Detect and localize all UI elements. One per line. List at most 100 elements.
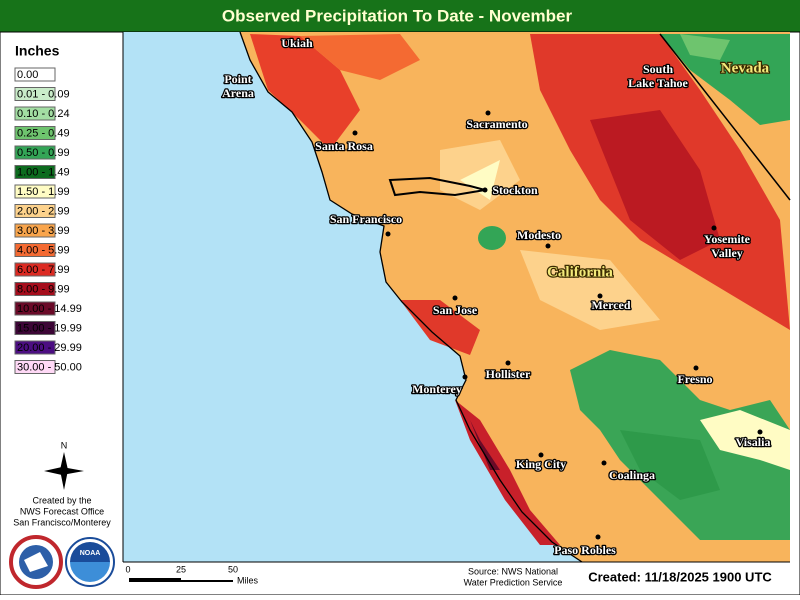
city-label: Sacramento <box>466 117 527 131</box>
legend-swatch <box>14 126 56 140</box>
city-dot <box>693 365 699 371</box>
legend-label: 0.01 - 0.09 <box>17 88 70 100</box>
city-label: Arena <box>222 86 254 100</box>
city-dot <box>601 460 607 466</box>
city-dot <box>352 130 358 136</box>
title: Observed Precipitation To Date - Novembe… <box>222 6 573 25</box>
state-label: California <box>547 264 613 280</box>
legend-swatch <box>14 165 56 179</box>
compass: N <box>44 440 84 490</box>
legend-label: 4.00 - 5.99 <box>17 244 70 256</box>
legend-swatch <box>14 301 56 316</box>
noaa-logo: NOAA <box>65 537 115 587</box>
city-dot <box>505 360 511 366</box>
state-border <box>659 33 791 201</box>
precip-area <box>680 34 730 60</box>
scale-label: 25 <box>176 564 186 574</box>
city-label: Paso Robles <box>554 543 616 557</box>
legend-label: 1.50 - 1.99 <box>17 186 70 198</box>
scale-bar: 0 25 50 Miles <box>125 564 258 585</box>
legend-swatch <box>14 145 56 160</box>
legend-title: Inches <box>15 43 60 59</box>
city-label: San Francisco <box>330 212 402 226</box>
city-label: Monterey <box>412 382 462 396</box>
legend-label: 6.00 - 7.99 <box>17 264 70 276</box>
legend-label: 0.50 - 0.99 <box>17 147 70 159</box>
legend-label: 0.25 - 0.49 <box>17 127 70 139</box>
city-label: Fresno <box>677 372 712 386</box>
precip-area <box>400 300 480 355</box>
legend-label: 0.10 - 0.24 <box>17 108 70 120</box>
city-dot <box>757 429 763 435</box>
city-label: Modesto <box>517 228 561 242</box>
credit-line: San Francisco/Monterey <box>13 517 111 527</box>
legend-label: 1.00 - 1.49 <box>17 166 70 178</box>
legend-swatch <box>14 321 56 335</box>
legend-swatch <box>14 184 56 199</box>
city-dot <box>485 110 491 116</box>
precip-area <box>620 430 720 500</box>
legend-swatch <box>14 340 56 355</box>
bay-delta <box>388 176 486 197</box>
legend-label: 3.00 - 3.99 <box>17 225 70 237</box>
city-dot <box>545 243 551 249</box>
precip-area <box>455 400 560 545</box>
coastline <box>239 31 583 563</box>
city-dot <box>385 231 391 237</box>
city-label: Lake Tahoe <box>628 76 688 90</box>
city-label: Visalia <box>736 435 771 449</box>
legend-swatch <box>14 87 56 101</box>
legend-label: 30.00 - 50.00 <box>17 361 82 373</box>
city-label: Ukiah <box>281 36 313 50</box>
city-dot <box>711 225 717 231</box>
city-label: Stockton <box>492 183 538 197</box>
city-label: King City <box>516 457 566 471</box>
legend-swatch <box>14 67 56 82</box>
city-dot <box>452 295 458 301</box>
title-bar <box>0 0 800 32</box>
legend-label: 20.00 - 29.99 <box>17 342 82 354</box>
precip-area <box>460 160 500 200</box>
state-label: Nevada <box>721 60 770 76</box>
nws-logo <box>9 535 63 589</box>
precip-area <box>520 250 660 330</box>
compass-label: N <box>61 440 68 450</box>
legend-swatch <box>14 204 56 218</box>
scale-unit: Miles <box>237 575 259 585</box>
legend-label: 15.00 - 19.99 <box>17 322 82 334</box>
city-dot <box>482 187 488 193</box>
city-dot <box>538 452 544 458</box>
precip-area <box>250 34 360 150</box>
precip-area <box>660 34 790 125</box>
city-label: Yosemite <box>704 232 751 246</box>
legend-swatch <box>14 243 56 257</box>
credit-line: Created by the <box>32 495 91 505</box>
city-label: San Jose <box>433 303 478 317</box>
city-dot <box>595 534 601 540</box>
city-label: Valley <box>711 246 743 260</box>
city-dot <box>597 293 603 299</box>
legend-swatch <box>14 262 56 277</box>
legend-label: 0.00 <box>17 69 38 81</box>
created: Created: 11/18/2025 1900 UTC <box>588 569 772 584</box>
credit-line: NWS Forecast Office <box>20 506 104 516</box>
city-label: Santa Rosa <box>315 139 373 153</box>
legend-swatch <box>14 106 56 121</box>
city-label: Hollister <box>486 367 531 381</box>
city-label: Coalinga <box>609 468 655 482</box>
legend-label: 8.00 - 9.99 <box>17 283 70 295</box>
city-label: Merced <box>591 298 630 312</box>
legend-label: 10.00 - 14.99 <box>17 303 82 315</box>
legend-swatch <box>14 223 56 238</box>
source: Source: NWS National <box>468 566 558 576</box>
precip-area <box>300 34 420 80</box>
logo-text: NOAA <box>80 550 101 557</box>
legend-label: 2.00 - 2.99 <box>17 205 70 217</box>
city-label: Point <box>224 72 251 86</box>
legend-swatch <box>14 282 56 296</box>
precip-area <box>478 226 506 250</box>
city-dot <box>462 374 468 380</box>
